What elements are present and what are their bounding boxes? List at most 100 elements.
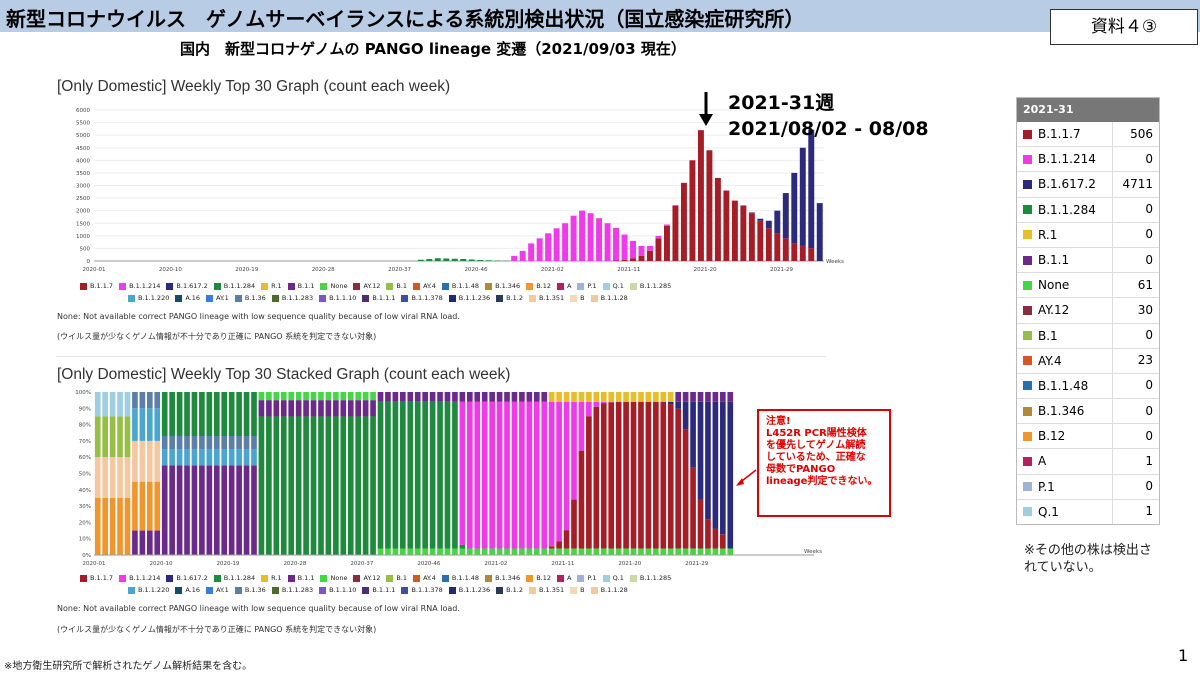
- legend-item[interactable]: AY.12: [353, 282, 380, 290]
- legend-item[interactable]: B.1: [386, 282, 407, 290]
- legend-item[interactable]: B.1.1.214: [119, 574, 160, 582]
- table-lineage-name: B.1.617.2: [1038, 172, 1113, 197]
- legend-item[interactable]: B.1.1.220: [128, 294, 169, 302]
- legend-item[interactable]: AY.1: [206, 294, 229, 302]
- stacked-bar-segment: [169, 436, 175, 450]
- legend-item[interactable]: B.1.1.378: [401, 586, 443, 594]
- legend-item[interactable]: B.1.617.2: [166, 282, 208, 290]
- legend-item[interactable]: A.16: [175, 294, 200, 302]
- stacked-bar-segment: [608, 392, 615, 402]
- legend-item[interactable]: None: [320, 574, 347, 582]
- table-row: Q.1 1: [1017, 499, 1159, 524]
- legend-item[interactable]: B.1.1.10: [319, 586, 356, 594]
- table-row: B.1.1.7 506: [1017, 122, 1159, 148]
- bar-segment: [562, 223, 569, 261]
- legend-item[interactable]: B.1: [386, 574, 407, 582]
- stacked-bar-segment: [526, 548, 533, 555]
- legend-item[interactable]: B.12: [526, 574, 551, 582]
- stacked-bar-segment: [161, 449, 168, 466]
- legend-item[interactable]: B.1.1.236: [448, 586, 490, 594]
- stacked-bar-segment: [400, 392, 406, 402]
- legend-item[interactable]: B.1.1: [287, 282, 314, 290]
- legend-item[interactable]: B.1.1.28: [590, 586, 628, 594]
- stacked-bar-segment: [541, 401, 548, 549]
- legend-item[interactable]: A: [557, 574, 571, 582]
- stacked-bar-segment: [221, 436, 228, 450]
- legend-item[interactable]: B.1.1.283: [271, 586, 313, 594]
- legend-item[interactable]: B.1.2: [496, 586, 523, 594]
- bar-segment: [426, 258, 433, 261]
- legend-item[interactable]: B.1.617.2: [166, 574, 208, 582]
- legend-weekly-stacked: B.1.1.7 B.1.1.214 B.1.617.2 B.1.1.284 R.1 B.1…: [80, 572, 780, 596]
- legend-item[interactable]: B.1.1.48: [441, 574, 479, 582]
- legend-item[interactable]: B.1.36: [234, 294, 266, 302]
- legend-item[interactable]: R.1: [261, 282, 282, 290]
- legend-item[interactable]: B.1.346: [485, 282, 520, 290]
- stacked-bar-segment: [489, 548, 495, 555]
- stacked-bar-segment: [132, 392, 138, 409]
- table-swatch: [1023, 457, 1032, 467]
- table-count: 0: [1145, 403, 1153, 418]
- stacked-bar-segment: [578, 401, 585, 451]
- legend-item[interactable]: AY.12: [353, 574, 380, 582]
- legend-item[interactable]: B.1.1.284: [213, 574, 255, 582]
- table-count: 61: [1137, 277, 1153, 292]
- legend-item[interactable]: A.16: [175, 586, 200, 594]
- stacked-bar-segment: [548, 401, 555, 547]
- legend-item[interactable]: B.1.1.1: [362, 586, 395, 594]
- stacked-bar-segment: [422, 548, 428, 555]
- stacked-bar-segment: [504, 392, 510, 402]
- y-tick-label: 0: [87, 259, 91, 265]
- table-header: 2021-31: [1017, 98, 1159, 122]
- stacked-bar-segment: [586, 548, 592, 555]
- stacked-bar-segment: [586, 401, 592, 417]
- legend-item[interactable]: B.1.351: [529, 586, 564, 594]
- legend-item[interactable]: B.1.36: [234, 586, 266, 594]
- stacked-bar-segment: [541, 548, 548, 555]
- legend-item[interactable]: B.1.1.220: [128, 586, 169, 594]
- legend-item[interactable]: P.1: [577, 282, 597, 290]
- legend-item[interactable]: B.1.346: [485, 574, 520, 582]
- legend-item[interactable]: B.1.1: [287, 574, 314, 582]
- legend-item[interactable]: B.1.1.284: [213, 282, 255, 290]
- legend-item[interactable]: B.1.351: [529, 294, 564, 302]
- legend-item[interactable]: AY.4: [413, 574, 436, 582]
- table-count: 30: [1137, 302, 1153, 317]
- legend-swatch: [413, 574, 421, 582]
- legend-item[interactable]: B.12: [526, 282, 551, 290]
- legend-item[interactable]: Q.1: [602, 574, 624, 582]
- legend-item[interactable]: B.1.1.236: [448, 294, 490, 302]
- legend-item[interactable]: A: [557, 282, 571, 290]
- legend-item[interactable]: B.1.1.285: [629, 282, 671, 290]
- legend-item[interactable]: B.1.1.1: [362, 294, 395, 302]
- legend-item[interactable]: Q.1: [602, 282, 624, 290]
- legend-item[interactable]: B: [570, 586, 585, 594]
- legend-item[interactable]: B.1.1.7: [80, 282, 113, 290]
- stacked-bar-segment: [340, 392, 347, 401]
- legend-item[interactable]: B.1.1.7: [80, 574, 113, 582]
- legend-item[interactable]: B.1.1.285: [629, 574, 671, 582]
- legend-item[interactable]: B.1.2: [496, 294, 523, 302]
- week-label: 2021-31週: [728, 92, 835, 114]
- legend-item[interactable]: AY.1: [206, 586, 229, 594]
- legend-item[interactable]: B.1.1.28: [590, 294, 628, 302]
- legend-item[interactable]: R.1: [261, 574, 282, 582]
- y-tick-label: 4500: [76, 146, 90, 152]
- table-row: B.1 0: [1017, 323, 1159, 349]
- legend-item[interactable]: AY.4: [413, 282, 436, 290]
- stacked-bar-segment: [712, 392, 719, 402]
- legend-item[interactable]: B: [570, 294, 585, 302]
- legend-item[interactable]: None: [320, 282, 347, 290]
- stacked-bar-segment: [340, 416, 347, 555]
- table-swatch: [1023, 431, 1032, 441]
- legend-item[interactable]: B.1.1.214: [119, 282, 160, 290]
- table-row: B.1.1.284 0: [1017, 197, 1159, 223]
- legend-item[interactable]: B.1.1.48: [441, 282, 479, 290]
- legend-item[interactable]: P.1: [577, 574, 597, 582]
- legend-item[interactable]: B.1.1.10: [319, 294, 356, 302]
- table-count: 4711: [1122, 176, 1153, 191]
- legend-item[interactable]: B.1.1.378: [401, 294, 443, 302]
- stacked-bar-segment: [124, 392, 131, 417]
- legend-item[interactable]: B.1.1.283: [271, 294, 313, 302]
- stacked-bar-segment: [318, 400, 324, 417]
